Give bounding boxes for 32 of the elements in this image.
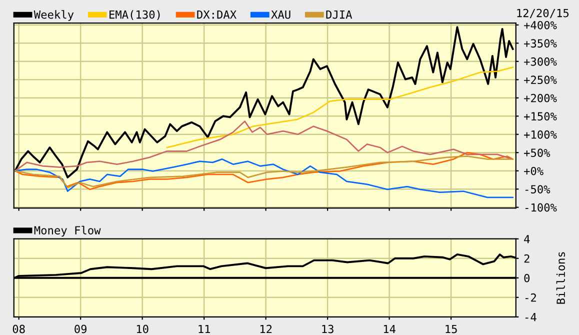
legend-label: DX:DAX xyxy=(197,10,236,19)
y-tick-label: +150% xyxy=(524,112,557,121)
y-tick-label: -4 xyxy=(525,313,536,322)
y-tick-label: +0% xyxy=(524,166,544,176)
x-tick-label: 13 xyxy=(322,324,334,334)
legend-label: Money Flow xyxy=(34,226,101,237)
x-tick-label: 10 xyxy=(136,324,148,334)
x-tick-label: 09 xyxy=(74,324,87,334)
y-tick-label: -50% xyxy=(525,185,550,194)
y-tick-label: +200% xyxy=(524,94,557,102)
y-tick-label: +100% xyxy=(524,130,557,139)
x-tick-label: 15 xyxy=(446,324,457,334)
y-tick-label: 2 xyxy=(524,254,530,263)
x-tick-label: 11 xyxy=(198,324,210,334)
y-tick-label: +50% xyxy=(524,148,550,158)
y-tick-label: -2 xyxy=(525,293,536,302)
y-tick-label: -100% xyxy=(525,203,557,212)
y-tick-label: +250% xyxy=(524,76,557,84)
y-tick-label: +400% xyxy=(524,20,557,30)
legend-label: EMA(130) xyxy=(110,10,160,20)
y-tick-label: 0 xyxy=(524,274,530,282)
y-axis-title: Billions xyxy=(556,252,566,304)
legend-label: DJIA xyxy=(326,10,352,19)
y-tick-label: +350% xyxy=(524,39,557,48)
x-tick-label: 12 xyxy=(260,324,272,334)
x-tick-label: 08 xyxy=(12,324,25,334)
x-tick-label: 14 xyxy=(384,324,396,334)
legend-label: Weekly xyxy=(34,10,74,21)
y-tick-label: 4 xyxy=(524,235,530,244)
text: 12/20/15 xyxy=(517,8,569,18)
legend-label: XAU xyxy=(271,10,290,19)
y-tick-label: +300% xyxy=(524,57,557,66)
